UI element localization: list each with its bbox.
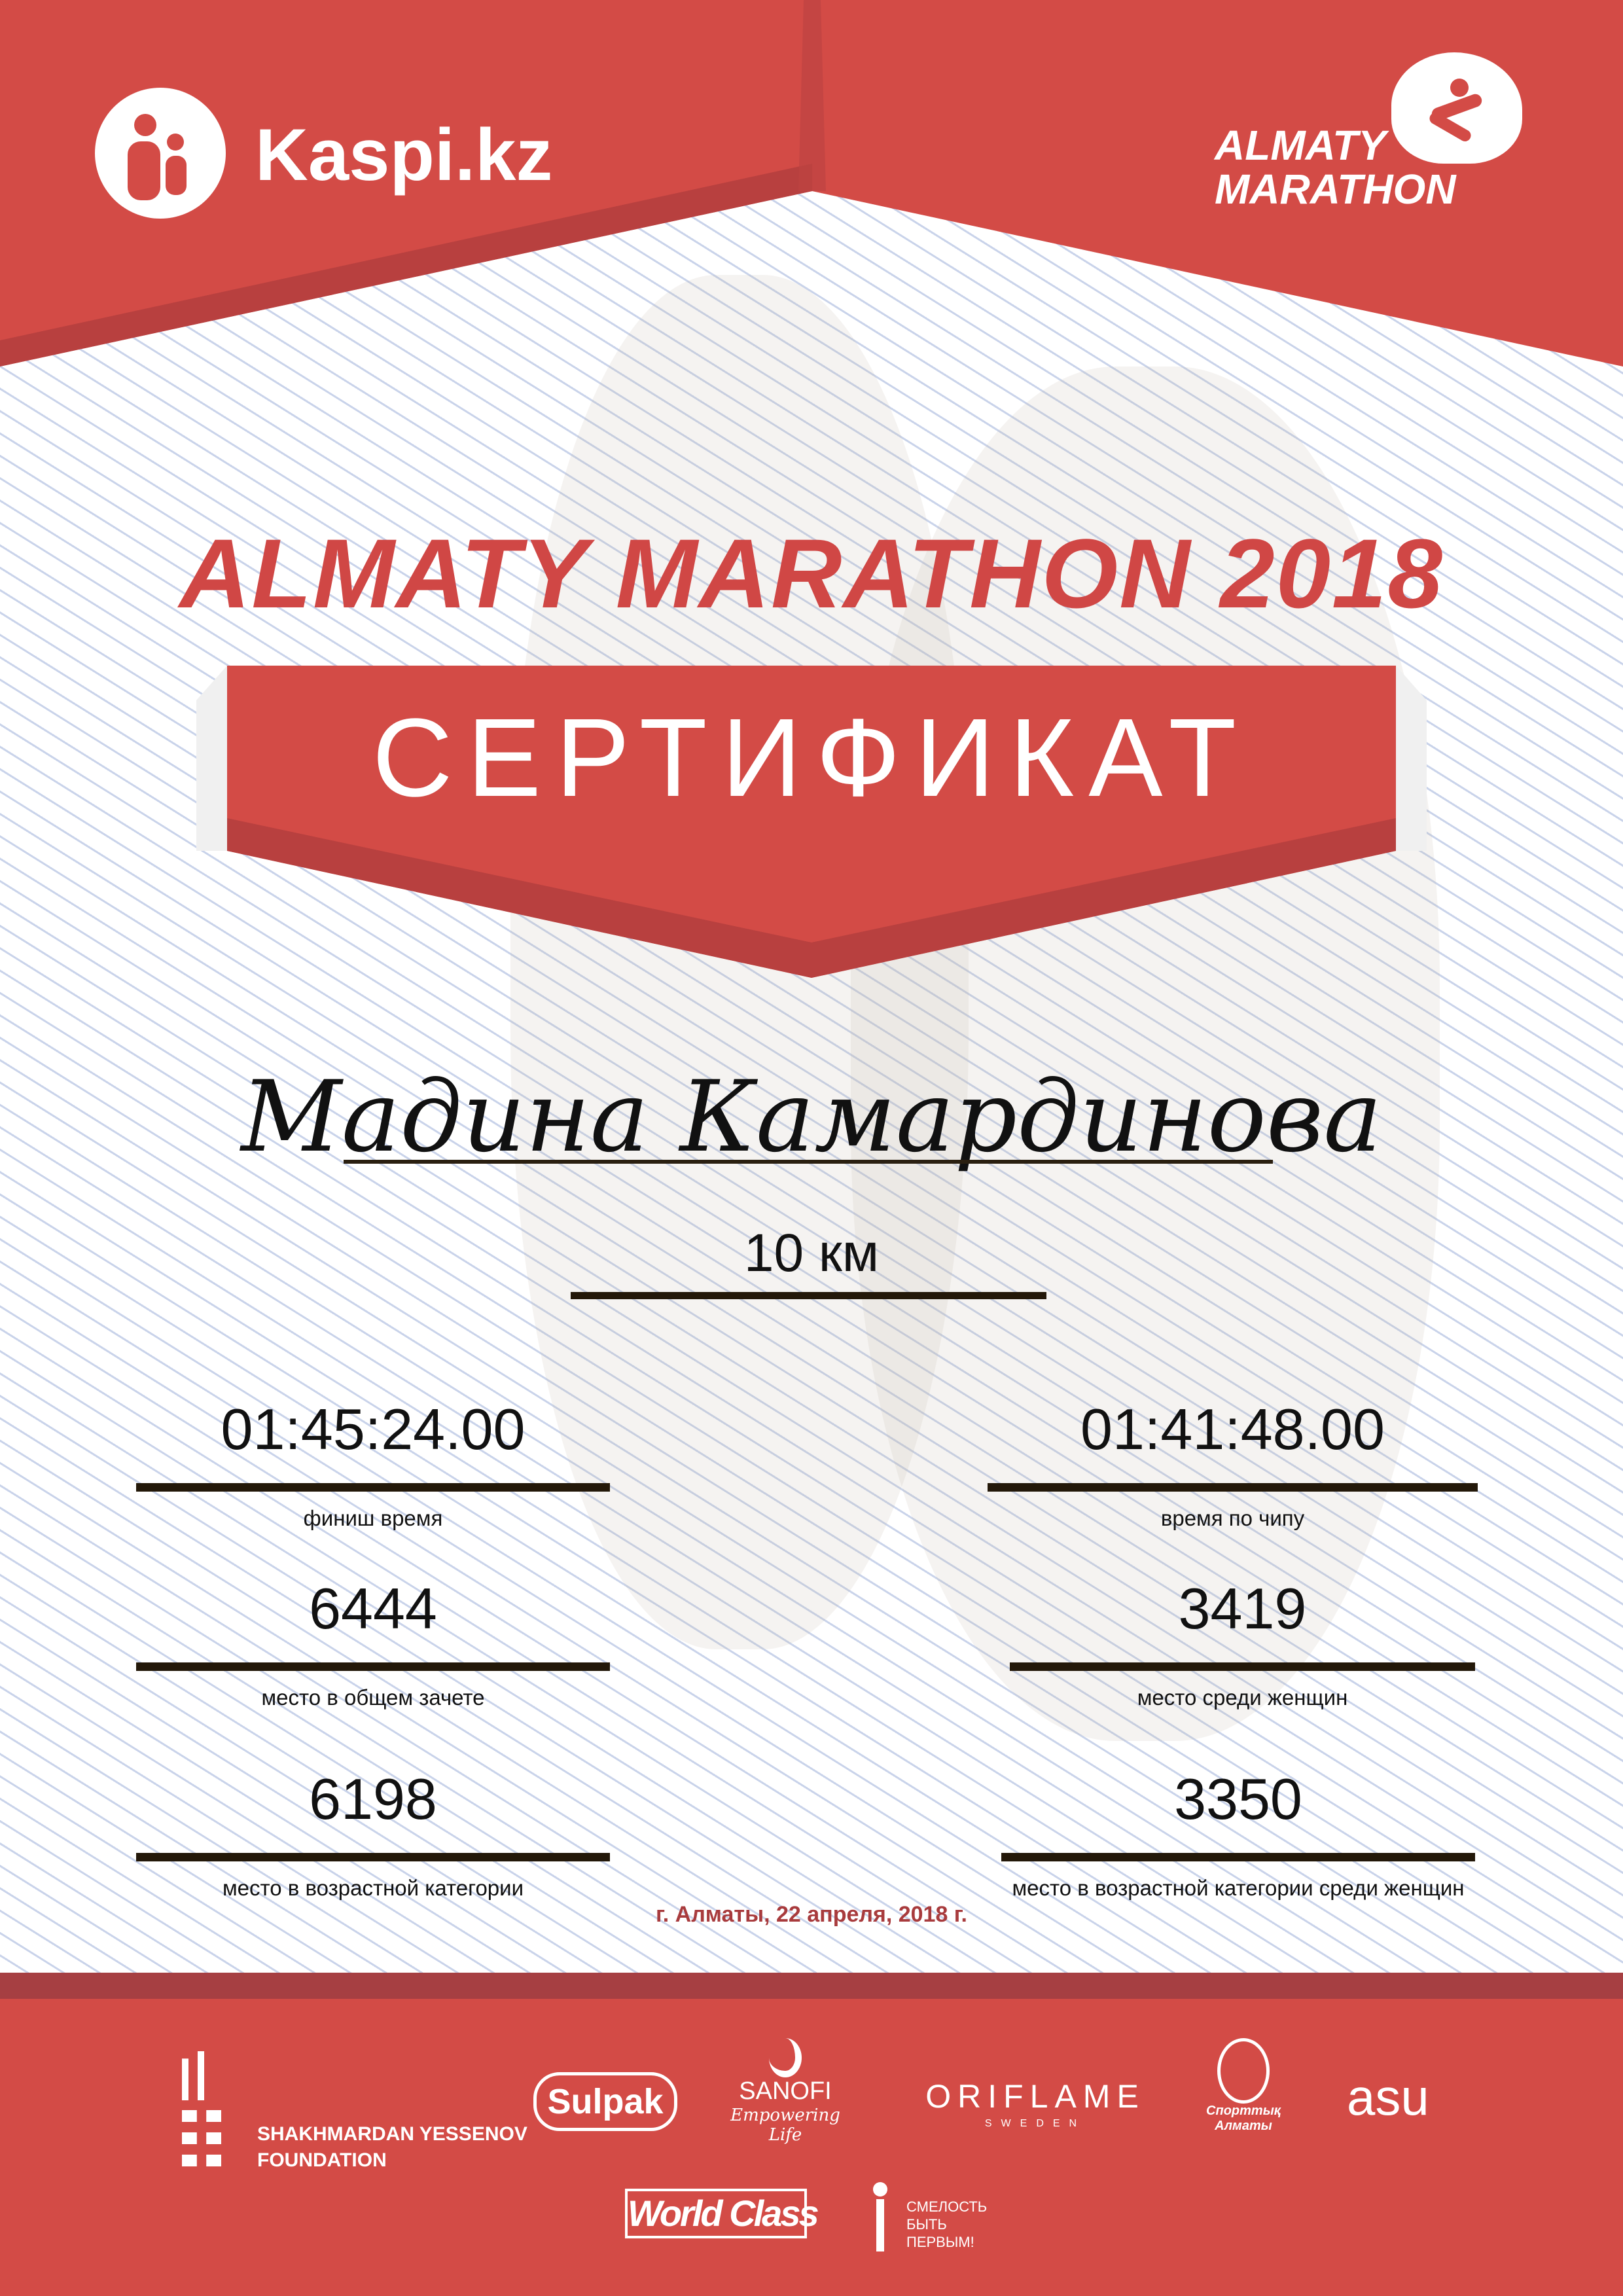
sulpak-logo: Sulpak: [533, 2072, 677, 2131]
kaspi-logo: Kaspi.kz: [95, 88, 552, 219]
runner-icon: [1391, 52, 1522, 164]
stat-underline: [988, 1483, 1478, 1492]
almaty-logo-line2: MARATHON: [1215, 166, 1456, 213]
fund-runner-icon: [867, 2182, 893, 2254]
oriflame-logo: ORIFLAME SWEDEN: [925, 2078, 1145, 2129]
stat-finish-time: 01:45:24.00 финиш время: [136, 1401, 610, 1531]
yessenov-icon: [182, 2051, 205, 2100]
distance: 10 км: [743, 1223, 880, 1283]
footer-stripe: [0, 1973, 1623, 1999]
almaty-marathon-logo: ALMATY MARATHON: [1215, 52, 1529, 223]
yessenov-line2: FOUNDATION: [257, 2149, 387, 2171]
stat-value: 01:41:48.00: [1080, 1397, 1385, 1462]
stat-label: место в возрастной категории среди женщи…: [1012, 1876, 1465, 1900]
sanofi-icon: [769, 2038, 802, 2077]
stat-label: время по чипу: [1160, 1506, 1305, 1530]
yessenov-line1: SHAKHMARDAN YESSENOV: [257, 2123, 527, 2145]
background-pattern: [0, 0, 1623, 1977]
kaspi-logo-text: Kaspi.kz: [255, 114, 553, 196]
stat-underline: [136, 1853, 610, 1861]
stat-underline: [136, 1662, 610, 1671]
runner-photo-female: [851, 367, 1440, 1741]
sport-almaty-emblem-icon: [1217, 2038, 1270, 2104]
stat-overall-place: 6444 место в общем зачете: [136, 1580, 610, 1710]
stat-value: 3350: [1174, 1767, 1302, 1831]
partners-footer: SHAKHMARDAN YESSENOV FOUNDATION Sulpak S…: [0, 1999, 1623, 2296]
stat-label: место в возрастной категории: [222, 1876, 524, 1900]
stat-value: 3419: [1178, 1576, 1307, 1641]
sanofi-logo: SANOFI Empowering Life: [720, 2038, 851, 2145]
stat-underline: [1010, 1662, 1475, 1671]
stat-age-place: 6198 место в возрастной категории: [136, 1770, 610, 1901]
stat-value: 01:45:24.00: [221, 1397, 526, 1462]
almaty-logo-line1: ALMATY: [1215, 122, 1386, 169]
worldclass-logo: World Class: [625, 2189, 819, 2238]
stat-chip-time: 01:41:48.00 время по чипу: [988, 1401, 1478, 1531]
distance-underline: [571, 1292, 1046, 1299]
participant-name: Мадина Камардинова: [241, 1060, 1382, 1174]
event-title: ALMATY MARATHON 2018: [179, 518, 1444, 628]
sport-almaty-logo: Спорттық Алматы: [1198, 2038, 1289, 2134]
stat-label: финиш время: [303, 1506, 443, 1530]
header-band: [0, 0, 1623, 367]
fund-logo: СМЕЛОСТЬ БЫТЬ ПЕРВЫМ!: [854, 2169, 1018, 2267]
stat-label: место среди женщин: [1137, 1685, 1348, 1710]
certificate-heading: СЕРТИФИКАТ: [372, 696, 1251, 820]
stat-label: место в общем зачете: [261, 1685, 485, 1710]
name-underline: [344, 1160, 1273, 1164]
issue-date: г. Алматы, 22 апреля, 2018 г.: [656, 1902, 967, 1927]
asu-logo: asu: [1347, 2068, 1429, 2126]
stat-age-women-place: 3350 место в возрастной категории среди …: [1001, 1770, 1475, 1901]
stat-value: 6444: [309, 1576, 437, 1641]
stat-underline: [1001, 1853, 1475, 1861]
certificate-banner: [196, 666, 1427, 978]
kaspi-icon: [95, 88, 226, 219]
stat-underline: [136, 1483, 610, 1492]
stat-value: 6198: [309, 1767, 437, 1831]
stat-women-place: 3419 место среди женщин: [1010, 1580, 1475, 1710]
